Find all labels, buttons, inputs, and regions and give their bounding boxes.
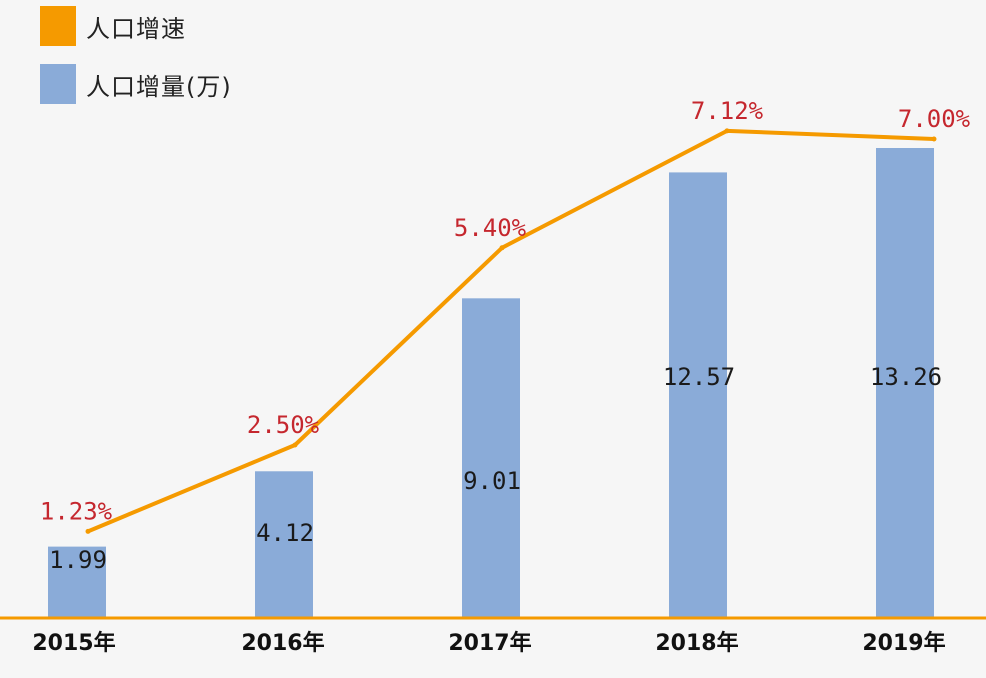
rate-label-1: 2.50% — [247, 411, 320, 439]
growth-rate-point-2 — [499, 245, 505, 251]
growth-rate-point-0 — [85, 528, 91, 534]
bar-4 — [876, 148, 934, 617]
rate-label-0: 1.23% — [40, 497, 113, 525]
x-tick-label-1: 2016年 — [241, 630, 324, 656]
legend-label-increment: 人口增量(万) — [86, 72, 232, 101]
rate-label-2: 5.40% — [454, 214, 527, 242]
legend-label-growth-rate: 人口增速 — [86, 14, 186, 43]
bar-1 — [255, 471, 313, 617]
bar-value-label-0: 1.99 — [49, 546, 107, 574]
bar-value-label-1: 4.12 — [256, 519, 314, 547]
bar-2 — [462, 298, 520, 617]
growth-rate-point-3 — [724, 128, 730, 134]
x-tick-label-2: 2017年 — [448, 630, 531, 656]
legend-swatch-growth-rate — [40, 6, 76, 46]
x-tick-label-0: 2015年 — [32, 630, 115, 656]
x-tick-label-4: 2019年 — [862, 630, 945, 656]
legend: 人口增速 人口增量(万) — [40, 4, 232, 120]
legend-item-growth-rate: 人口增速 — [40, 4, 232, 48]
bar-value-label-2: 9.01 — [463, 467, 521, 495]
growth-rate-point-4 — [931, 136, 937, 142]
bar-value-label-3: 12.57 — [663, 363, 735, 391]
legend-item-increment: 人口增量(万) — [40, 62, 232, 106]
rate-label-3: 7.12% — [691, 97, 764, 125]
rate-label-4: 7.00% — [898, 105, 971, 133]
x-tick-label-3: 2018年 — [655, 630, 738, 656]
legend-swatch-increment — [40, 64, 76, 104]
bar-3 — [669, 172, 727, 618]
growth-rate-point-1 — [292, 442, 298, 448]
bar-0 — [48, 546, 106, 617]
bar-value-label-4: 13.26 — [870, 363, 942, 391]
